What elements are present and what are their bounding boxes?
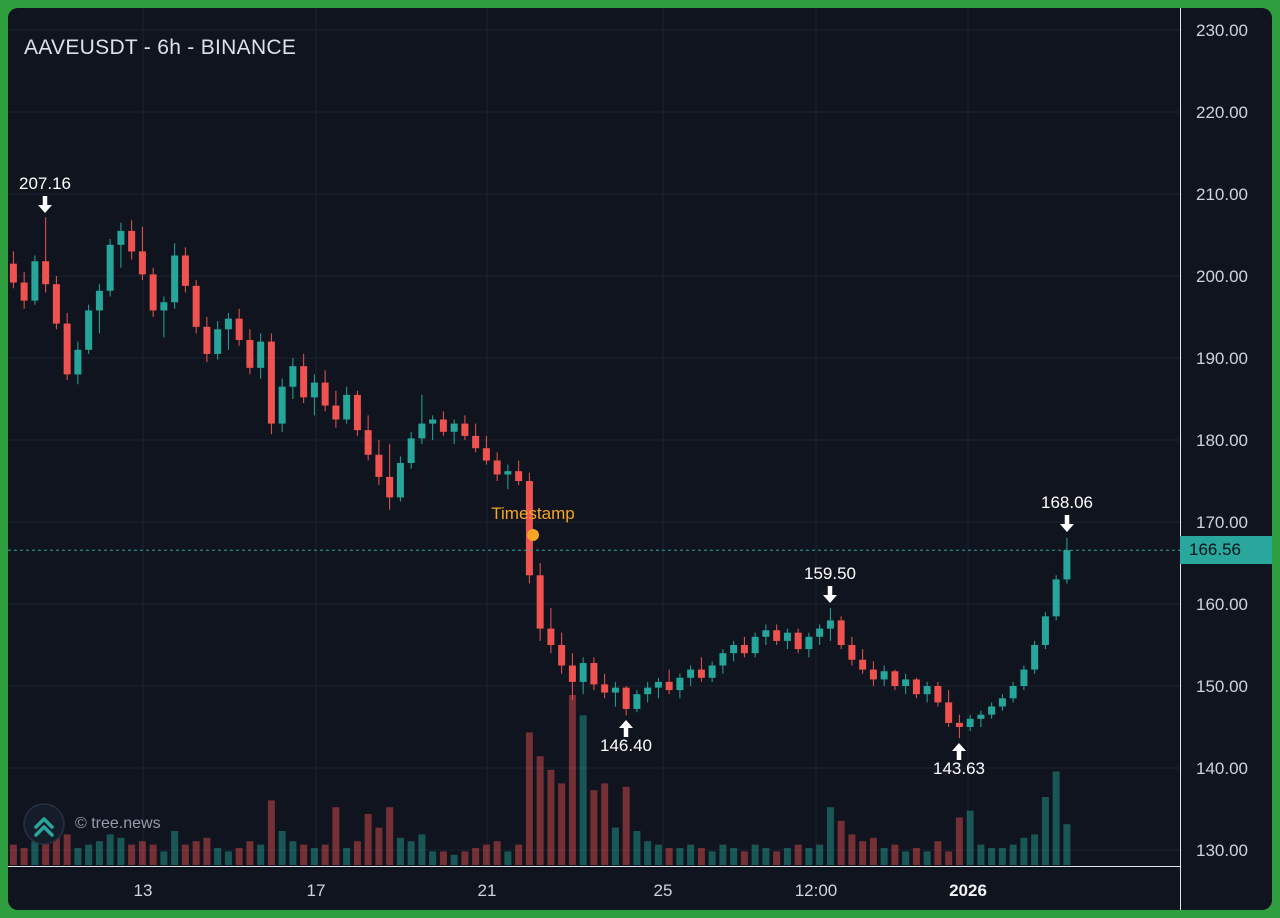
tree-news-logo-icon[interactable] bbox=[22, 802, 66, 846]
annotations: 207.16 Timestamp 146.40 159.50 143.63 168.06 bbox=[19, 174, 1093, 778]
up-arrow-icon bbox=[952, 743, 966, 751]
timestamp-dot bbox=[527, 529, 539, 541]
chart-canvas[interactable]: 230.00 220.00 210.00 200.00 190.00 180.00 170.… bbox=[8, 8, 1272, 910]
svg-text:150.00: 150.00 bbox=[1196, 677, 1248, 696]
down-arrow-icon bbox=[1060, 524, 1074, 532]
svg-text:13: 13 bbox=[134, 881, 153, 900]
volume-bars bbox=[9, 695, 1071, 865]
chart-panel: 230.00 220.00 210.00 200.00 190.00 180.00 170.… bbox=[8, 8, 1272, 910]
up-arrow-icon bbox=[619, 720, 633, 728]
price-annotation: 146.40 bbox=[600, 736, 652, 755]
svg-text:190.00: 190.00 bbox=[1196, 349, 1248, 368]
candles bbox=[9, 217, 1071, 739]
price-annotation: 207.16 bbox=[19, 174, 71, 193]
svg-text:200.00: 200.00 bbox=[1196, 267, 1248, 286]
svg-text:140.00: 140.00 bbox=[1196, 759, 1248, 778]
timestamp-label: Timestamp bbox=[491, 504, 574, 523]
svg-text:170.00: 170.00 bbox=[1196, 513, 1248, 532]
grid bbox=[8, 8, 1180, 866]
svg-text:21: 21 bbox=[478, 881, 497, 900]
svg-text:210.00: 210.00 bbox=[1196, 185, 1248, 204]
svg-text:220.00: 220.00 bbox=[1196, 103, 1248, 122]
svg-text:12:00: 12:00 bbox=[795, 881, 838, 900]
svg-text:130.00: 130.00 bbox=[1196, 841, 1248, 860]
price-axis-labels[interactable]: 230.00 220.00 210.00 200.00 190.00 180.00 170.… bbox=[1196, 21, 1248, 860]
down-arrow-icon bbox=[38, 205, 52, 213]
svg-text:230.00: 230.00 bbox=[1196, 21, 1248, 40]
watermark[interactable]: © tree.news bbox=[22, 802, 161, 846]
down-arrow-icon bbox=[823, 595, 837, 603]
svg-text:2026: 2026 bbox=[949, 881, 987, 900]
svg-text:160.00: 160.00 bbox=[1196, 595, 1248, 614]
price-annotation: 168.06 bbox=[1041, 493, 1093, 512]
svg-text:180.00: 180.00 bbox=[1196, 431, 1248, 450]
chart-title: AAVEUSDT - 6h - BINANCE bbox=[24, 36, 297, 59]
price-annotation: 159.50 bbox=[804, 564, 856, 583]
time-axis-labels[interactable]: 13 17 21 25 12:00 2026 bbox=[134, 881, 987, 900]
svg-text:25: 25 bbox=[654, 881, 673, 900]
price-annotation: 143.63 bbox=[933, 759, 985, 778]
svg-text:17: 17 bbox=[307, 881, 326, 900]
current-price-badge: 166.56 bbox=[1180, 536, 1272, 564]
watermark-text: © tree.news bbox=[75, 815, 161, 832]
